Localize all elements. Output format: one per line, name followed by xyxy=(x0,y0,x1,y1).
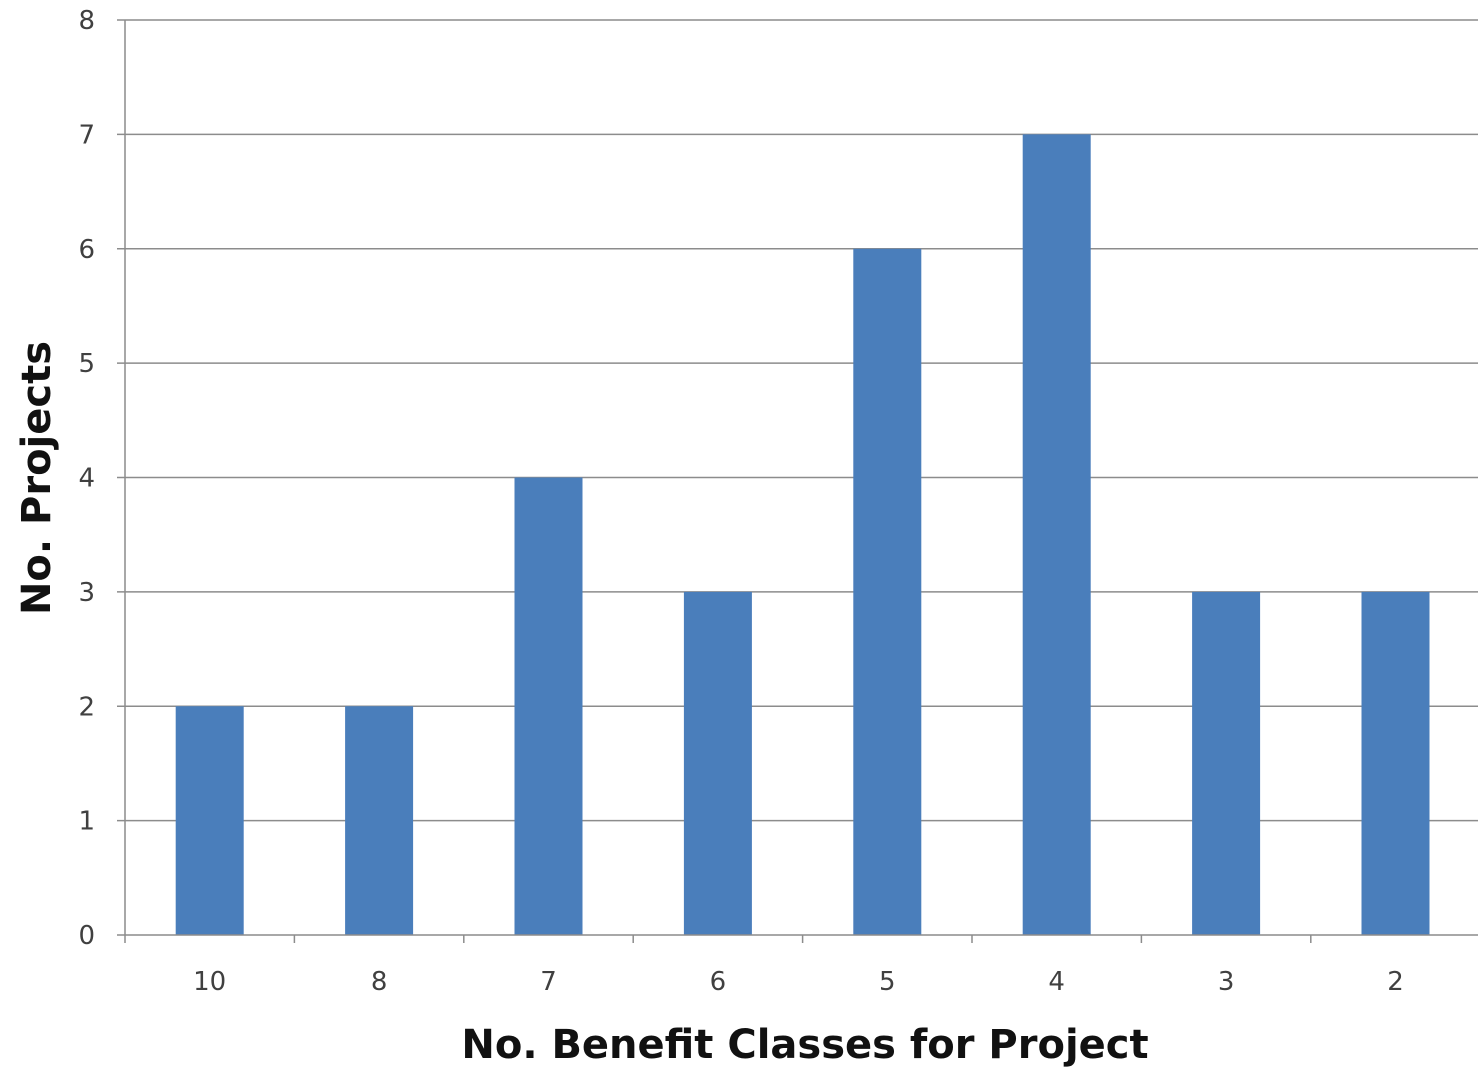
y-tick-label: 1 xyxy=(78,807,95,837)
y-tick-label: 3 xyxy=(78,578,95,608)
bar-8 xyxy=(345,706,414,935)
grid-lines xyxy=(125,19,1478,822)
y-tick-label: 8 xyxy=(78,6,95,36)
bar-3 xyxy=(1192,591,1261,935)
bar-4 xyxy=(1022,134,1091,935)
y-tick-labels: 0 1 2 3 4 5 6 7 8 xyxy=(78,6,95,951)
y-tick-label: 7 xyxy=(78,120,95,150)
x-tick-label: 3 xyxy=(1218,967,1235,997)
x-tick-label: 6 xyxy=(710,967,727,997)
y-tick-label: 0 xyxy=(78,921,95,951)
y-tick-label: 2 xyxy=(78,692,95,722)
x-tick-label: 2 xyxy=(1387,967,1404,997)
axes xyxy=(117,19,1478,943)
x-tick-label: 10 xyxy=(193,967,226,997)
bar-2 xyxy=(1361,591,1430,935)
bars xyxy=(175,134,1430,935)
y-tick-label: 6 xyxy=(78,235,95,265)
bar-5 xyxy=(853,248,922,935)
y-axis-title: No. Projects xyxy=(14,341,60,615)
x-tick-label: 5 xyxy=(879,967,896,997)
x-tick-label: 7 xyxy=(540,967,557,997)
y-tick-label: 4 xyxy=(78,464,95,494)
bar-7 xyxy=(514,477,583,935)
x-axis-title: No. Benefit Classes for Project xyxy=(461,1022,1148,1068)
x-tick-label: 8 xyxy=(371,967,388,997)
bar-10 xyxy=(175,706,244,935)
bar-6 xyxy=(683,591,752,935)
x-tick-label: 4 xyxy=(1048,967,1065,997)
x-tick-labels: 10 8 7 6 5 4 3 2 xyxy=(193,967,1404,997)
y-tick-label: 5 xyxy=(78,349,95,379)
